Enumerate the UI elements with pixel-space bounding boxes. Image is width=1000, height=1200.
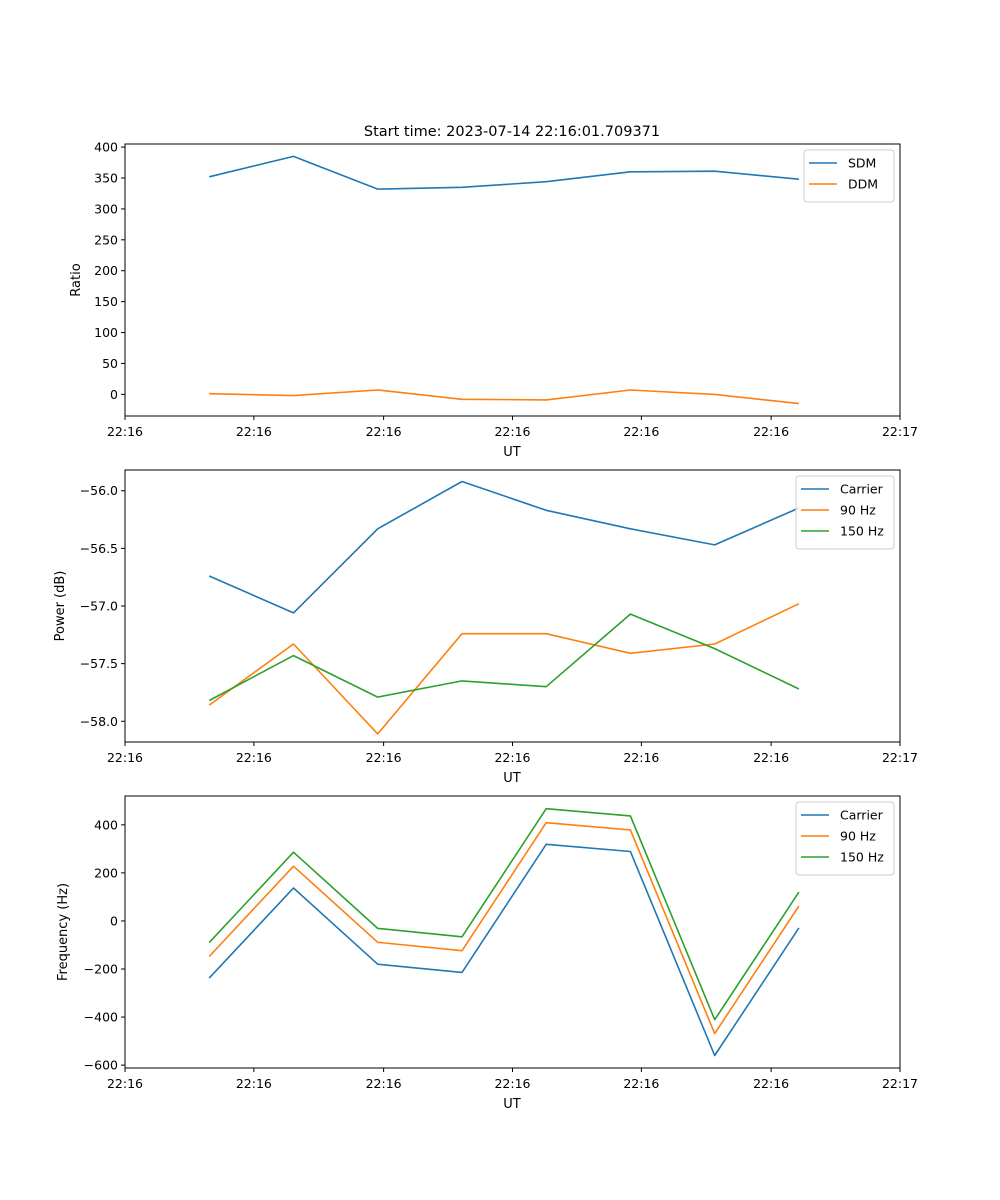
ratio-y-tick-label: 200 [94, 263, 118, 278]
ratio-x-tick-label: 22:16 [107, 424, 143, 439]
ratio-y-tick-label: 100 [94, 325, 118, 340]
frequency-y-ticks: −600 −400 −200 0 200 400 [84, 817, 125, 1073]
power-y-tick-label: −57.5 [80, 656, 118, 671]
ratio-y-axis-label: Ratio [69, 263, 84, 296]
ratio-x-ticks: 22:16 22:16 22:16 22:16 22:16 22:16 22:17 [107, 416, 918, 439]
frequency-legend: Carrier 90 Hz 150 Hz [795, 801, 895, 876]
frequency-legend-label: 90 Hz [840, 829, 876, 844]
power-legend-label: 90 Hz [840, 503, 876, 518]
frequency-x-ticks: 22:16 22:16 22:16 22:16 22:16 22:16 22:17 [107, 1068, 918, 1091]
ratio-y-tick-label: 250 [94, 232, 118, 247]
frequency-x-tick-label: 22:16 [366, 1076, 402, 1091]
power-series-90-hz [208, 602, 800, 735]
frequency-x-tick-label: 22:16 [107, 1076, 143, 1091]
power-panel: −58.0−57.5−57.0−56.5−56.0 22:16 22:16 22:1… [53, 469, 918, 786]
frequency-series-90-hz [208, 821, 800, 1035]
ratio-series-ddm [209, 389, 799, 405]
power-x-tick-label: 22:16 [366, 750, 402, 765]
power-x-tick-label: 22:16 [107, 750, 143, 765]
power-y-axis-label: Power (dB) [53, 571, 68, 642]
frequency-y-tick-label: −600 [84, 1058, 118, 1073]
power-y-tick-label: −57.0 [80, 599, 118, 614]
ratio-y-tick-label: 0 [110, 387, 118, 402]
frequency-x-tick-label: 22:16 [494, 1076, 530, 1091]
frequency-legend-label: 150 Hz [840, 850, 884, 865]
ratio-x-tick-label: 22:16 [366, 424, 402, 439]
ratio-x-tick-label: 22:17 [882, 424, 918, 439]
ratio-x-tick-label: 22:16 [236, 424, 272, 439]
frequency-y-tick-label: 200 [94, 865, 118, 880]
frequency-y-axis-label: Frequency (Hz) [56, 883, 71, 981]
frequency-y-tick-label: 400 [94, 817, 118, 832]
power-x-tick-label: 22:16 [494, 750, 530, 765]
power-x-tick-label: 22:16 [753, 750, 789, 765]
frequency-series-150-hz [208, 807, 800, 1021]
ratio-legend-label: DDM [848, 177, 878, 192]
ratio-x-tick-label: 22:16 [623, 424, 659, 439]
power-x-tick-label: 22:16 [623, 750, 659, 765]
power-legend-label: Carrier [840, 482, 884, 497]
frequency-x-tick-label: 22:17 [882, 1076, 918, 1091]
frequency-x-tick-label: 22:16 [623, 1076, 659, 1091]
power-series-150-hz [208, 613, 800, 702]
frequency-y-tick-label: −200 [84, 962, 118, 977]
ratio-x-tick-label: 22:16 [753, 424, 789, 439]
ratio-y-tick-label: 300 [94, 201, 118, 216]
frequency-x-tick-label: 22:16 [236, 1076, 272, 1091]
power-y-tick-label: −58.0 [80, 714, 118, 729]
ratio-y-tick-label: 400 [94, 140, 118, 155]
power-legend-label: 150 Hz [840, 524, 884, 539]
frequency-y-tick-label: −400 [84, 1010, 118, 1025]
frequency-x-tick-label: 22:16 [753, 1076, 789, 1091]
ratio-y-ticks: 0 50 100 150 200 250 300 350 400 [94, 140, 125, 402]
ratio-legend-label: SDM [848, 156, 876, 171]
power-series-carrier [208, 480, 800, 614]
power-y-tick-label: −56.5 [80, 541, 118, 556]
ratio-y-tick-label: 50 [102, 356, 118, 371]
frequency-x-axis-label: UT [503, 1097, 521, 1112]
frequency-legend-label: Carrier [840, 808, 884, 823]
ratio-series-sdm [209, 155, 799, 190]
frequency-series-carrier [208, 843, 800, 1057]
ratio-y-tick-label: 350 [94, 171, 118, 186]
power-legend: Carrier 90 Hz 150 Hz [795, 475, 895, 550]
power-x-tick-label: 22:16 [236, 750, 272, 765]
ratio-x-tick-label: 22:16 [494, 424, 530, 439]
frequency-y-tick-label: 0 [110, 913, 118, 928]
ratio-series-layer [209, 155, 799, 405]
power-series-layer [208, 480, 800, 735]
power-y-tick-label: −56.0 [80, 483, 118, 498]
ratio-x-axis-label: UT [503, 445, 521, 460]
power-x-ticks: 22:16 22:16 22:16 22:16 22:16 22:16 22:17 [107, 742, 918, 765]
frequency-series-layer [208, 807, 800, 1057]
power-y-ticks: −58.0 −57.5 −57.0 −56.5 −56.0 [80, 483, 125, 729]
figure-title: Start time: 2023-07-14 22:16:01.709371 [364, 124, 660, 140]
power-x-tick-label: 22:17 [882, 750, 918, 765]
ratio-legend: SDM DDM [803, 149, 895, 203]
power-x-axis-label: UT [503, 771, 521, 786]
ratio-y-tick-label: 150 [94, 294, 118, 309]
